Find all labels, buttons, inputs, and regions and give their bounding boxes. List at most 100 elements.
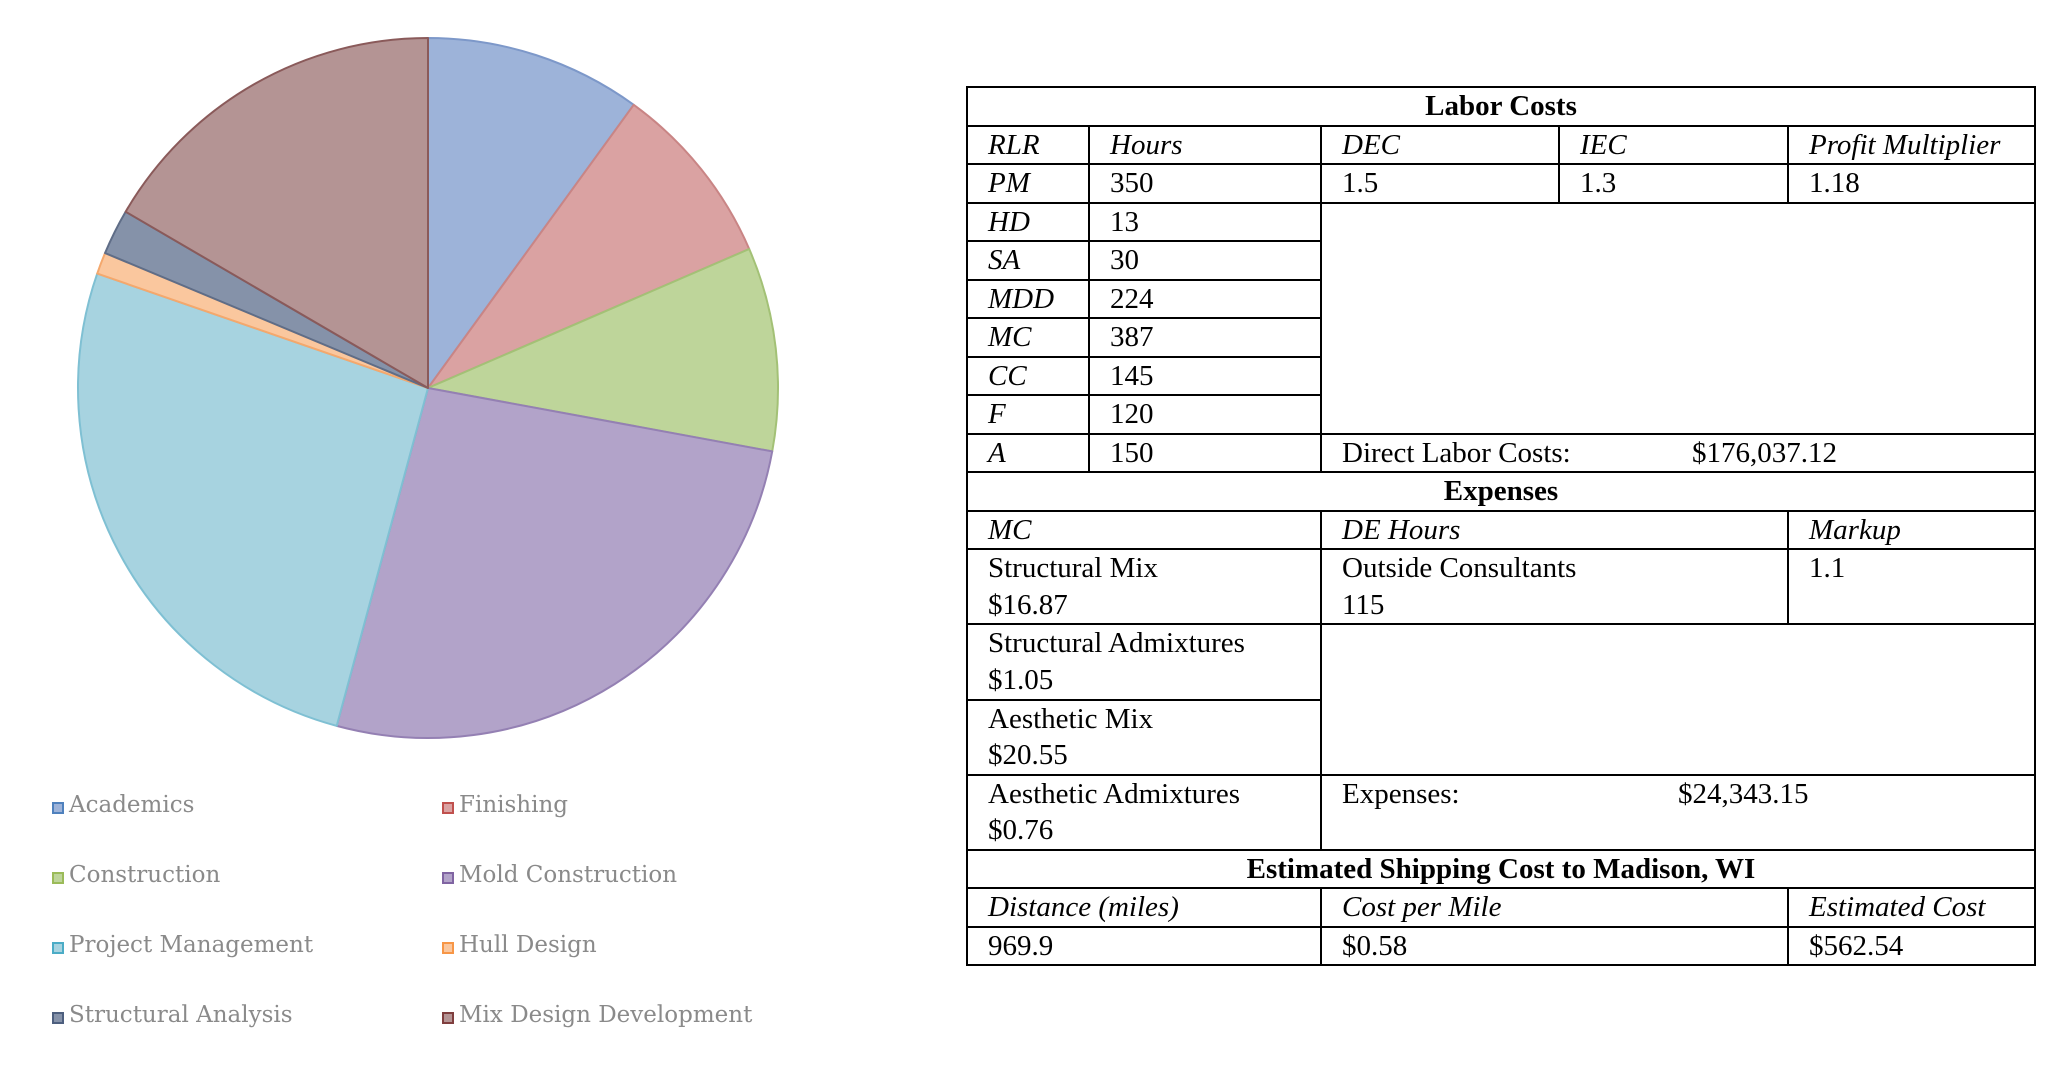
structural-admixtures-label: Structural Admixtures [988, 627, 1245, 660]
pie-slice-finishing [427, 103, 751, 389]
legend-swatch [52, 1012, 64, 1024]
markup-value: 1.1 [1787, 548, 2036, 626]
shipping-distance-value: 969.9 [966, 925, 1322, 967]
shipping-title: Estimated Shipping Cost to Madison, WI [966, 848, 2036, 890]
shipping-cost-per-mile-value: $0.58 [1320, 925, 1789, 967]
labor-hours: 224 [1088, 278, 1322, 320]
expenses-header-markup: Markup [1787, 509, 2036, 551]
outside-consultants-label: Outside Consultants [1342, 552, 1577, 585]
expenses-header-de-hours: DE Hours [1320, 509, 1789, 551]
legend-swatch [442, 1012, 454, 1024]
labor-costs-title: Labor Costs [966, 86, 2036, 127]
labor-row: A 150 Direct Labor Costs: $176,037.12 [966, 432, 2036, 474]
legend-label: Finishing [459, 792, 568, 818]
legend-label: Mix Design Development [459, 1002, 753, 1028]
expenses-total-value: $24,343.15 [1678, 777, 1809, 810]
labor-hours: 350 [1088, 163, 1322, 204]
outside-consultants-value: 115 [1342, 588, 1385, 621]
legend-swatch [442, 802, 454, 814]
aesthetic-mix-label: Aesthetic Mix [988, 702, 1154, 735]
legend-item-project-management: Project Management [52, 932, 442, 1002]
legend-label: Project Management [69, 932, 314, 958]
legend-item-structural-analysis: Structural Analysis [52, 1002, 442, 1072]
aesthetic-mix-cell: Aesthetic Mix $20.55 [966, 698, 1322, 776]
legend-swatch [442, 942, 454, 954]
cost-table: Labor Costs RLR Hours DEC IEC Profit Mul… [966, 86, 2036, 967]
labor-header-rlr: RLR [966, 124, 1090, 166]
labor-blank-area [1320, 201, 2036, 435]
legend-swatch [52, 872, 64, 884]
pie-chart [77, 37, 779, 739]
shipping-values-row: 969.9 $0.58 $562.54 [966, 925, 2036, 967]
shipping-header-row: Distance (miles) Cost per Mile Estimated… [966, 887, 2036, 928]
pie-slice-academics [427, 37, 635, 389]
labor-role: F [966, 394, 1090, 435]
direct-labor-costs-label: Direct Labor Costs: [1342, 436, 1571, 469]
labor-role: MC [966, 317, 1090, 358]
pie-slice-mold-construction [335, 387, 774, 739]
legend-swatch [442, 872, 454, 884]
legend-swatch [52, 802, 64, 814]
direct-labor-costs-value: $176,037.12 [1692, 436, 1837, 469]
labor-row: F 120 [966, 394, 2035, 435]
labor-role: HD [966, 201, 1090, 243]
legend-item-mix-design-development: Mix Design Development [442, 1002, 842, 1072]
expenses-title: Expenses [966, 471, 2036, 512]
labor-row: PM 350 1.5 1.3 1.18 [966, 163, 2036, 204]
expenses-row: Aesthetic Admixtures $0.76 Expenses: $24… [966, 773, 2036, 851]
legend-item-academics: Academics [52, 792, 442, 862]
structural-mix-value: $16.87 [988, 588, 1068, 621]
expenses-header-mc: MC [966, 509, 1322, 551]
labor-hours: 387 [1088, 317, 1322, 358]
expenses-total: Expenses: $24,343.15 [1320, 773, 2036, 851]
labor-row: CC 145 [966, 355, 2035, 397]
labor-row: MC 387 [966, 317, 2035, 358]
structural-admixtures-value: $1.05 [988, 663, 1054, 696]
labor-row: MDD 224 [966, 278, 2035, 320]
labor-profit-value: 1.18 [1787, 163, 2036, 204]
labor-role: MDD [966, 278, 1090, 320]
aesthetic-admixtures-label: Aesthetic Admixtures [988, 777, 1241, 810]
legend-swatch [52, 942, 64, 954]
labor-header-dec: DEC [1320, 124, 1560, 166]
shipping-header-cost-per-mile: Cost per Mile [1320, 887, 1789, 928]
legend-label: Hull Design [459, 932, 597, 958]
expenses-row: Structural Mix $16.87 Outside Consultant… [966, 548, 2036, 626]
labor-hours: 120 [1088, 394, 1322, 435]
outside-consultants-cell: Outside Consultants 115 [1320, 548, 1789, 626]
legend-label: Structural Analysis [69, 1002, 293, 1028]
labor-dec-value: 1.5 [1320, 163, 1560, 204]
structural-mix-cell: Structural Mix $16.87 [966, 548, 1322, 626]
pie-slice-mix-design-development [124, 37, 429, 389]
labor-role: SA [966, 240, 1090, 281]
labor-header-row: RLR Hours DEC IEC Profit Multiplier [966, 124, 2036, 166]
aesthetic-mix-value: $20.55 [988, 739, 1068, 772]
legend-label: Construction [69, 862, 221, 888]
structural-mix-label: Structural Mix [988, 552, 1158, 585]
legend-label: Mold Construction [459, 862, 678, 888]
direct-labor-costs: Direct Labor Costs: $176,037.12 [1320, 432, 2036, 474]
labor-header-iec: IEC [1558, 124, 1789, 166]
legend-label: Academics [69, 792, 195, 818]
pie-slice-construction [427, 248, 779, 453]
pie-slice-project-management [77, 272, 429, 727]
legend-item-construction: Construction [52, 862, 442, 932]
expenses-blank-area [1320, 623, 2036, 776]
labor-role: A [966, 432, 1090, 474]
expenses-total-label: Expenses: [1342, 777, 1460, 810]
aesthetic-admixtures-cell: Aesthetic Admixtures $0.76 [966, 773, 1322, 851]
labor-hours: 30 [1088, 240, 1322, 281]
labor-header-hours: Hours [1088, 124, 1322, 166]
labor-role: PM [966, 163, 1090, 204]
structural-admixtures-cell: Structural Admixtures $1.05 [966, 623, 1322, 701]
shipping-header-estimated-cost: Estimated Cost [1787, 887, 2036, 928]
expenses-row: Structural Admixtures $1.05 [966, 623, 2036, 776]
expenses-header-row: MC DE Hours Markup [966, 509, 2036, 551]
expenses-row: Aesthetic Mix $20.55 [966, 698, 2035, 776]
legend-item-finishing: Finishing [442, 792, 842, 862]
chart-legend: Academics Finishing Construction Mold Const… [52, 792, 852, 1062]
labor-hours: 150 [1088, 432, 1322, 474]
labor-row: SA 30 [966, 240, 2035, 281]
legend-item-hull-design: Hull Design [442, 932, 842, 1002]
labor-hours: 13 [1088, 201, 1322, 243]
